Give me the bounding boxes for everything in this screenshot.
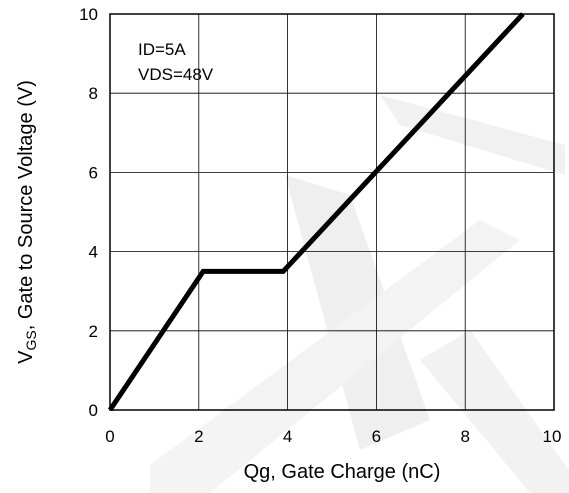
y-axis-label: VGS, Gate to Source Voltage (V) bbox=[15, 80, 39, 364]
grid bbox=[109, 13, 555, 411]
y-tick-label-1: 2 bbox=[89, 322, 98, 341]
x-tick-label-5: 10 bbox=[543, 427, 562, 446]
annotation-0: ID=5A bbox=[138, 40, 186, 59]
x-tick-label-1: 2 bbox=[194, 427, 203, 446]
y-tick-label-3: 6 bbox=[89, 163, 98, 182]
y-tick-labels: 0 2 4 6 8 10 bbox=[79, 5, 98, 420]
x-axis-label: Qg, Gate Charge (nC) bbox=[244, 461, 441, 483]
plot-frame bbox=[109, 13, 555, 411]
watermark-stroke-cross bbox=[150, 220, 520, 493]
y-tick-label-5: 10 bbox=[79, 5, 98, 24]
x-tick-label-3: 6 bbox=[372, 427, 381, 446]
y-axis-label-main: V bbox=[15, 350, 37, 364]
watermark bbox=[150, 95, 569, 493]
x-tick-label-0: 0 bbox=[105, 427, 114, 446]
y-tick-label-2: 4 bbox=[89, 243, 98, 262]
series-line bbox=[107, 12, 525, 412]
x-tick-label-4: 8 bbox=[460, 427, 469, 446]
y-tick-label-0: 0 bbox=[89, 401, 98, 420]
y-axis-label-subscript: GS bbox=[23, 330, 39, 350]
annotations: ID=5A VDS=48V bbox=[138, 40, 214, 84]
x-tick-label-2: 4 bbox=[283, 427, 292, 446]
y-axis-label-rest: , Gate to Source Voltage (V) bbox=[15, 80, 37, 330]
annotation-1: VDS=48V bbox=[138, 65, 214, 84]
x-tick-labels: 0 2 4 6 8 10 bbox=[105, 427, 561, 446]
y-tick-label-4: 8 bbox=[89, 84, 98, 103]
watermark-stroke-right bbox=[420, 330, 569, 493]
